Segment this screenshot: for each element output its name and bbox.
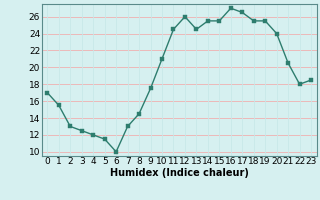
X-axis label: Humidex (Indice chaleur): Humidex (Indice chaleur) [110, 168, 249, 178]
